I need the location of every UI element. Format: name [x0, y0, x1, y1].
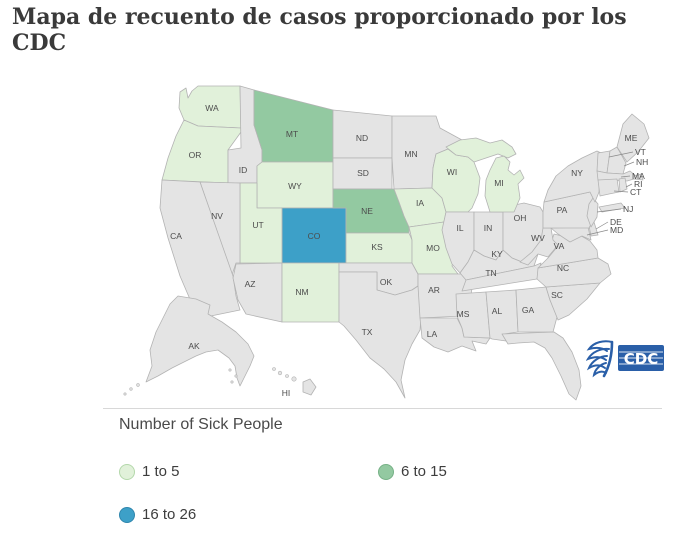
legend-label-1to5: 1 to 5 [142, 463, 180, 480]
leader-line-MD [586, 229, 609, 236]
state-ND[interactable] [332, 109, 393, 159]
states-layer [123, 85, 650, 401]
leader-line-NH [623, 161, 635, 167]
leader-line-CT [613, 190, 629, 193]
leader-line-NJ [596, 208, 622, 213]
state-HI-islands [272, 367, 297, 382]
legend-title: Number of Sick People [119, 416, 283, 433]
state-RI[interactable] [618, 177, 628, 193]
state-WV[interactable] [519, 227, 559, 266]
legend-divider [103, 408, 662, 409]
legend-swatch-6to15-icon [378, 463, 394, 480]
state-SD[interactable] [332, 157, 393, 190]
state-label-NH: NH [636, 157, 648, 167]
state-AZ[interactable] [232, 262, 283, 323]
state-label-MD: MD [610, 225, 623, 235]
state-label-HI: HI [282, 388, 291, 398]
state-NM[interactable] [281, 262, 340, 323]
legend-swatch-1to5-icon [119, 463, 135, 480]
leader-line-DE [595, 221, 609, 230]
state-label-DE: DE [610, 217, 622, 227]
cdc-hhs-logo: CDC [586, 338, 666, 378]
legend-item-16to26: 16 to 26 [119, 506, 196, 523]
legend-label-16to26: 16 to 26 [142, 506, 197, 523]
state-label-RI: RI [634, 179, 643, 189]
legend-label-6to15: 6 to 15 [401, 463, 447, 480]
cdc-logo-box: CDC [618, 345, 664, 371]
state-CT[interactable] [597, 178, 620, 197]
state-AK-islands [123, 368, 238, 396]
legend-item-6to15: 6 to 15 [378, 463, 447, 480]
state-FL[interactable] [501, 331, 582, 401]
hhs-eagle-icon [586, 340, 614, 378]
state-label-CT: CT [630, 187, 641, 197]
state-MT[interactable] [253, 89, 334, 163]
leader-line-VT [608, 151, 634, 158]
legend-swatch-16to26-icon [119, 506, 135, 523]
us-choropleth-map: WA OR ID MT WY CO UT NV CA AZ NM ND SD N… [100, 70, 670, 410]
state-WY[interactable] [256, 161, 334, 209]
state-MI[interactable] [445, 137, 525, 213]
state-NY[interactable] [543, 150, 626, 213]
state-AK[interactable] [145, 295, 255, 387]
leader-line-MA [620, 175, 631, 178]
state-KS[interactable] [345, 232, 413, 264]
state-CO[interactable] [281, 207, 347, 264]
cdc-logo-text: CDC [624, 350, 658, 368]
state-ME[interactable] [616, 113, 650, 163]
state-NH[interactable] [606, 146, 627, 175]
legend-item-1to5: 1 to 5 [119, 463, 180, 480]
state-NJ[interactable] [586, 197, 599, 228]
leader-line-RI [625, 183, 633, 188]
us-map-svg: WA OR ID MT WY CO UT NV CA AZ NM ND SD N… [123, 85, 650, 401]
state-HI[interactable] [302, 378, 317, 396]
state-label-NJ: NJ [623, 204, 633, 214]
state-TX[interactable] [338, 271, 423, 399]
page-title: Mapa de recuento de casos proporcionado … [12, 4, 627, 56]
